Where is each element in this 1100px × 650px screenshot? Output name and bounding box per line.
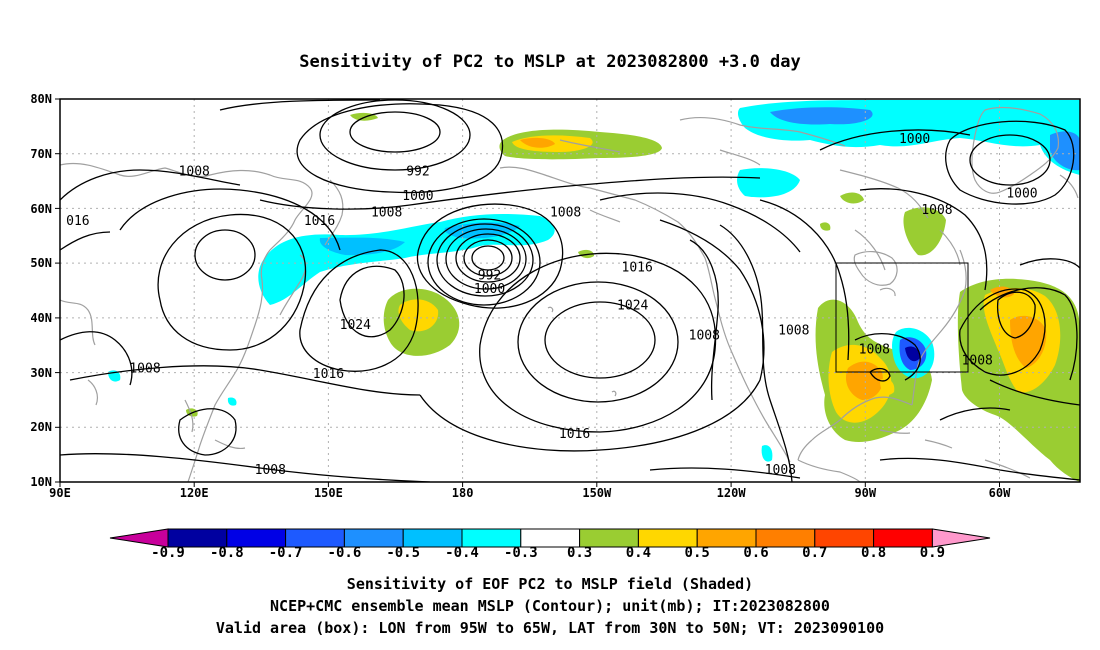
- colorbar-tick-label: 0.7: [802, 545, 827, 561]
- contour-label: 1016: [622, 260, 653, 275]
- lat-label: 40N: [30, 311, 52, 325]
- colorbar-tick-label: -0.7: [269, 545, 303, 561]
- colorbar-tick-label: 0.5: [685, 545, 710, 561]
- lat-label: 70N: [30, 147, 52, 161]
- colorbar-tick-label: -0.3: [504, 545, 538, 561]
- contour-label: 1000: [402, 189, 433, 204]
- latitude-labels: 80N 70N 60N 50N 40N 30N 20N 10N: [30, 92, 52, 489]
- mslp-contours: [60, 99, 1080, 482]
- contour-label: 992: [406, 165, 429, 180]
- contour-label: 1008: [689, 329, 720, 344]
- map-frame: [59, 98, 1081, 483]
- lat-label: 60N: [30, 202, 52, 216]
- contour-label: 016: [66, 214, 89, 229]
- contour-label: 992: [478, 269, 501, 284]
- contour-label: 1008: [550, 206, 581, 221]
- caption-line-1: Sensitivity of EOF PC2 to MSLP field (Sh…: [347, 575, 753, 593]
- colorbar-tick-label: 0.3: [567, 545, 592, 561]
- contour-label: 1008: [765, 463, 796, 478]
- colorbar-tick-label: -0.6: [328, 545, 362, 561]
- colorbar-tick-label: -0.5: [386, 545, 420, 561]
- colorbar-arrow-high: [931, 528, 991, 548]
- contour-label: 1016: [313, 367, 344, 382]
- contour-label: 1000: [474, 282, 505, 297]
- longitude-labels: 90E 120E 150E 180 150W 120W 90W 60W: [49, 486, 1011, 500]
- colorbar-tick-label: -0.4: [445, 545, 479, 561]
- contour-label: 1024: [617, 299, 648, 314]
- caption-line-2: NCEP+CMC ensemble mean MSLP (Contour); u…: [270, 597, 830, 615]
- map-title: Sensitivity of PC2 to MSLP at 2023082800…: [299, 52, 801, 72]
- contour-label: 1008: [179, 165, 210, 180]
- contour-label: 1008: [255, 463, 286, 478]
- contour-label: 1008: [129, 362, 160, 377]
- lat-label: 10N: [30, 475, 52, 489]
- lat-label: 50N: [30, 256, 52, 270]
- tick-marks: [55, 98, 1000, 487]
- lat-label: 20N: [30, 420, 52, 434]
- colorbar-tick-label: 0.8: [861, 545, 886, 561]
- lon-label: 120E: [180, 486, 209, 500]
- valid-area-box: [835, 262, 969, 373]
- lon-label: 90W: [854, 486, 876, 500]
- contour-label: 1000: [1006, 186, 1037, 201]
- lon-label: 150E: [314, 486, 343, 500]
- lat-label: 80N: [30, 92, 52, 106]
- contour-label: 1008: [962, 353, 993, 368]
- colorbar-tick-label: 0.6: [743, 545, 768, 561]
- colorbar-tick-label: -0.9: [151, 545, 185, 561]
- colorbar: [109, 528, 991, 548]
- colorbar-tick-label: 0.9: [920, 545, 945, 561]
- lon-label: 150W: [582, 486, 612, 500]
- colorbar-labels: -0.9 -0.8 -0.7 -0.6 -0.5 -0.4 -0.3 0.3 0.4 0.5 0.6…: [151, 545, 945, 561]
- lat-lon-grid: [60, 99, 1080, 482]
- contour-label: 1024: [340, 318, 371, 333]
- lon-label: 120W: [717, 486, 747, 500]
- colorbar-tick-label: 0.4: [626, 545, 651, 561]
- lat-label: 30N: [30, 366, 52, 380]
- caption-line-3: Valid area (box): LON from 95W to 65W, L…: [216, 619, 884, 637]
- contour-label: 1000: [899, 132, 930, 147]
- contour-label: 1016: [559, 427, 590, 442]
- lon-label: 180: [452, 486, 474, 500]
- contour-label: 1008: [371, 206, 402, 221]
- lon-label: 60W: [989, 486, 1011, 500]
- colorbar-tick-label: -0.8: [210, 545, 244, 561]
- lon-label: 90E: [49, 486, 71, 500]
- contour-label: 1016: [304, 214, 335, 229]
- contour-label: 1008: [859, 342, 890, 357]
- contour-label: 1008: [921, 203, 952, 218]
- coastlines: [60, 106, 1079, 482]
- contour-label: 1008: [778, 323, 809, 338]
